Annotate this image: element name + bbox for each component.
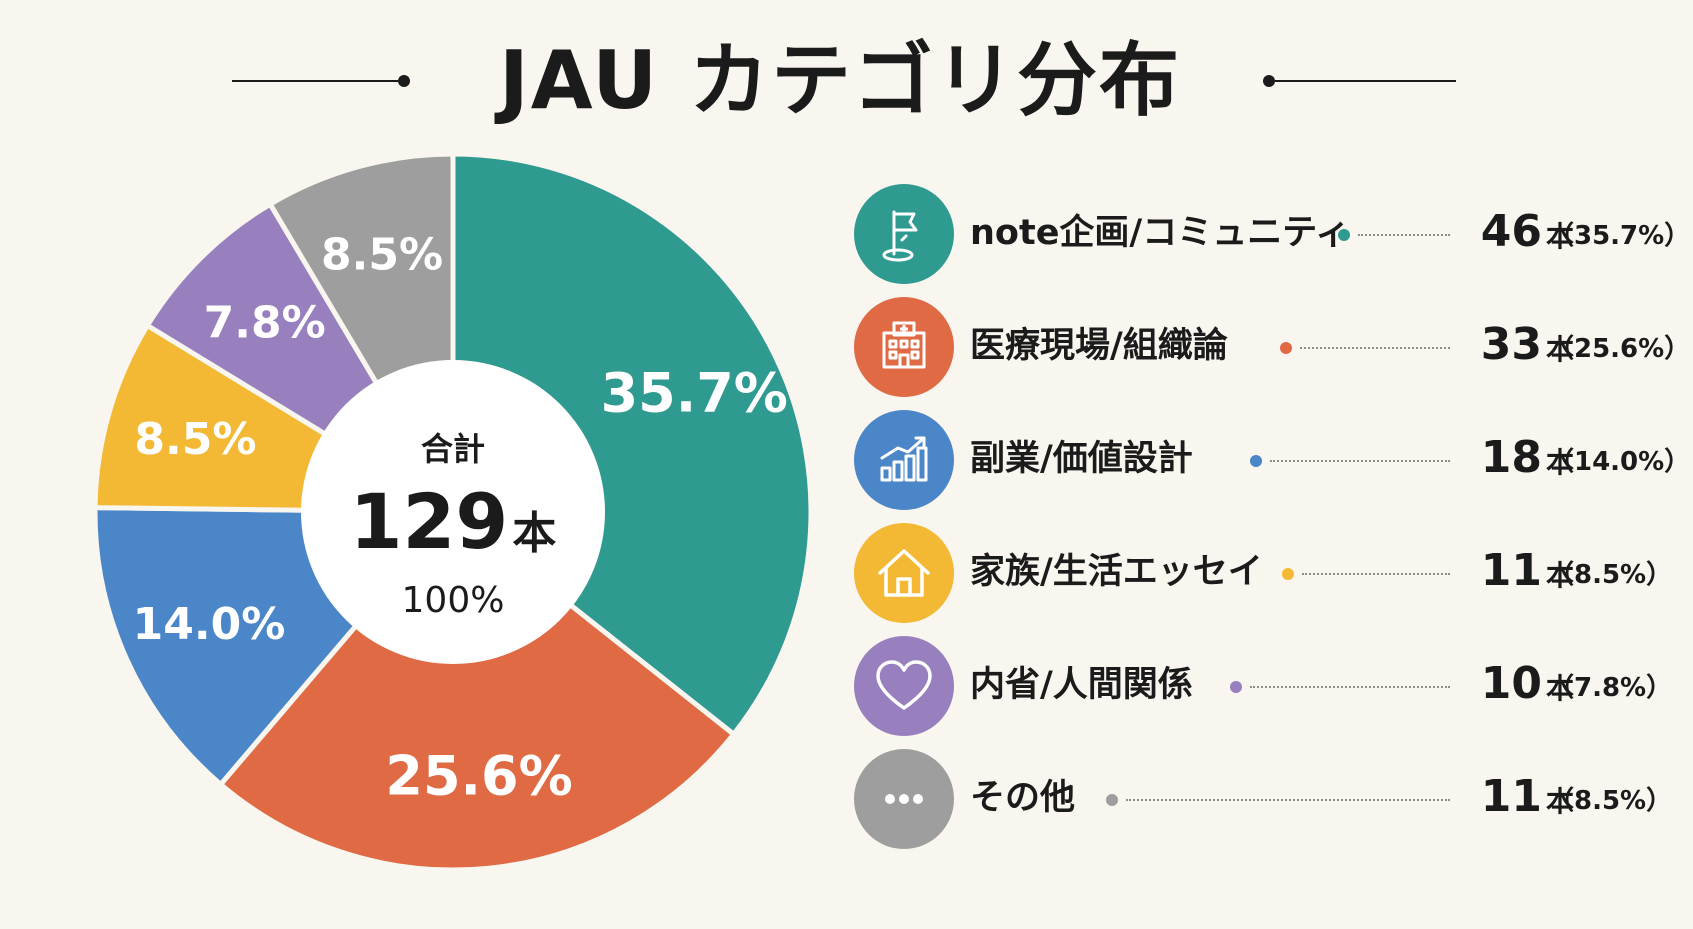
pie-slice-label: 25.6%	[385, 745, 572, 808]
legend-connector-line	[1358, 234, 1450, 236]
legend-item-count-number: 33	[1480, 319, 1542, 370]
center-total-unit: 本	[512, 508, 556, 559]
legend-item-label: 副業/価値設計	[970, 439, 1193, 479]
legend-item-count-unit: 本	[1545, 672, 1574, 705]
legend-connector-line	[1302, 573, 1450, 575]
center-total-value: 129本	[350, 477, 557, 566]
legend-item-count-number: 11	[1480, 545, 1542, 596]
heart-icon	[854, 636, 954, 736]
legend-item-percent: （8.5%）	[1548, 786, 1673, 816]
chart-title: JAU カテゴリ分布	[498, 34, 1182, 127]
legend-item-count-unit: 本	[1545, 333, 1574, 366]
donut-chart: 35.7% 25.6% 14.0% 8.5% 7.8% 8.5% 合計 129本 100%	[92, 151, 814, 873]
legend-connector-line	[1126, 799, 1450, 801]
legend-item-count-number: 10	[1480, 658, 1542, 709]
legend-item-percent: （7.8%）	[1548, 673, 1673, 703]
legend-item-count: 10 本	[1454, 656, 1574, 717]
legend-item: note企画/コミュニティ 46 本（35.7%）	[850, 184, 1691, 284]
legend-connector-dot	[1250, 455, 1262, 467]
pie-slice	[218, 509, 737, 873]
center-total-percent: 100%	[402, 580, 505, 621]
legend-item-count-number: 46	[1480, 206, 1542, 257]
pie-slice-label: 8.5%	[321, 230, 443, 281]
legend-item-count: 46 本	[1454, 204, 1574, 265]
legend-item-label: その他	[970, 778, 1076, 818]
legend-item-count: 18 本	[1454, 430, 1574, 491]
center-total-label: 合計	[421, 430, 485, 468]
legend-connector-dot	[1106, 794, 1118, 806]
legend-item-label: note企画/コミュニティ	[970, 213, 1351, 253]
title-rule-left-dot	[398, 75, 410, 87]
title-rule-right-dot	[1263, 75, 1275, 87]
legend-item-count-unit: 本	[1545, 220, 1574, 253]
legend-connector-line	[1300, 347, 1450, 349]
legend-connector-dot	[1338, 229, 1350, 241]
hospital-icon	[854, 297, 954, 397]
flag-icon	[854, 184, 954, 284]
legend-item-count-unit: 本	[1545, 785, 1574, 818]
growth-chart-icon	[854, 410, 954, 510]
chart-header: JAU カテゴリ分布	[0, 24, 1693, 134]
legend-item: 内省/人間関係 10 本（7.8%）	[850, 636, 1673, 736]
legend-connector-line	[1270, 460, 1450, 462]
legend-item-percent: （35.7%）	[1548, 221, 1691, 251]
legend-connector-dot	[1282, 568, 1294, 580]
legend-item-percent: （14.0%）	[1548, 447, 1691, 477]
legend-item: 家族/生活エッセイ 11 本（8.5%）	[850, 523, 1673, 623]
legend-item-count-number: 11	[1480, 771, 1542, 822]
legend-item-count-unit: 本	[1545, 559, 1574, 592]
legend-item: 医療現場/組織論 33 本（25.6%）	[850, 297, 1691, 397]
legend-connector-dot	[1230, 681, 1242, 693]
legend-item-label: 家族/生活エッセイ	[970, 552, 1263, 592]
title-rule-right	[1270, 80, 1456, 82]
house-icon	[854, 523, 954, 623]
legend-item-label: 内省/人間関係	[970, 665, 1193, 705]
pie-slice-label: 35.7%	[601, 361, 788, 424]
pie-slice-label: 7.8%	[204, 297, 326, 348]
ellipsis-icon	[854, 749, 954, 849]
center-total-number: 129	[350, 477, 509, 566]
legend-item-percent: （8.5%）	[1548, 560, 1673, 590]
donut-hole	[301, 360, 605, 664]
legend-item-count: 11 本	[1454, 769, 1574, 830]
title-rule-left	[232, 80, 402, 82]
legend-item: 副業/価値設計 18 本（14.0%）	[850, 410, 1691, 510]
legend-connector-line	[1250, 686, 1450, 688]
pie-slice	[450, 151, 814, 737]
legend-item-label: 医療現場/組織論	[970, 326, 1228, 366]
legend-item: その他 11 本（8.5%）	[850, 749, 1673, 849]
legend-connector-dot	[1280, 342, 1292, 354]
legend-item-count: 11 本	[1454, 543, 1574, 604]
legend-item-count: 33 本	[1454, 317, 1574, 378]
pie-slice-label: 14.0%	[133, 599, 286, 650]
legend-item-count-number: 18	[1480, 432, 1542, 483]
pie-slice-label: 8.5%	[134, 414, 256, 465]
legend-item-count-unit: 本	[1545, 446, 1574, 479]
legend-item-percent: （25.6%）	[1548, 334, 1691, 364]
